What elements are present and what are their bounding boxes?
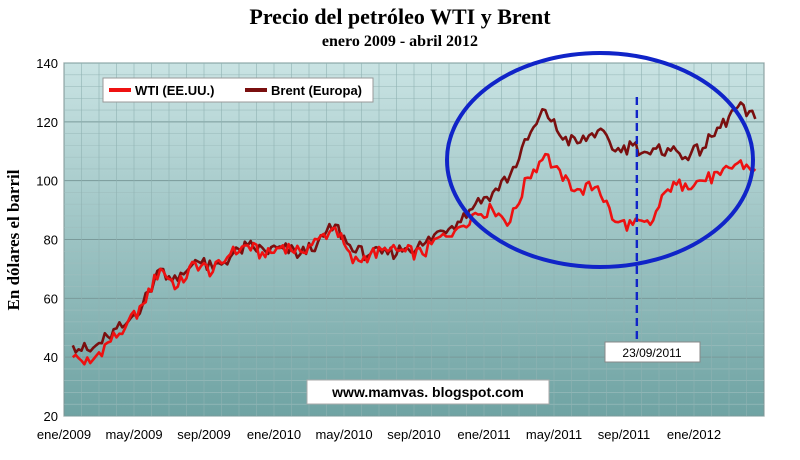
y-tick-label: 80 — [44, 233, 58, 248]
x-tick-label: may/2011 — [526, 427, 582, 442]
y-tick-label: 100 — [36, 174, 58, 189]
x-tick-label: may/2009 — [105, 427, 162, 442]
series-line-brent — [71, 101, 757, 354]
grid — [63, 62, 765, 417]
y-tick-label: 60 — [44, 291, 58, 306]
legend-label-wti: WTI (EE.UU.) — [135, 83, 214, 98]
series-line-wti — [71, 152, 757, 366]
legend: WTI (EE.UU.) Brent (Europa) — [102, 77, 374, 103]
source-box — [306, 379, 550, 405]
y-axis: 20 40 60 80 100 120 140 — [36, 56, 58, 424]
annotation-date: 23/09/2011 — [604, 341, 701, 363]
x-tick-label: ene/2010 — [247, 427, 301, 442]
x-tick-label: sep/2011 — [598, 427, 651, 442]
x-tick-label: ene/2011 — [457, 427, 510, 442]
x-axis: ene/2009 may/2009 sep/2009 ene/2010 may/2010… — [37, 427, 721, 442]
x-tick-label: ene/2009 — [37, 427, 91, 442]
y-tick-label: 120 — [36, 115, 58, 130]
y-axis-label: En dólares el barril — [4, 169, 23, 310]
legend-label-brent: Brent (Europa) — [271, 83, 362, 98]
chart-title: Precio del petróleo WTI y Brent — [249, 4, 551, 29]
legend-box — [102, 77, 374, 103]
y-tick-label: 40 — [44, 350, 58, 365]
x-tick-label: sep/2009 — [177, 427, 231, 442]
highlight-layer — [445, 51, 755, 342]
y-tick-label: 140 — [36, 56, 58, 71]
source-watermark: www.mamvas. blogspot.com — [306, 379, 550, 405]
series-layer — [71, 101, 757, 366]
chart-subtitle: enero 2009 - abril 2012 — [322, 33, 478, 50]
annotation-label: 23/09/2011 — [622, 346, 681, 360]
source-text: www.mamvas. blogspot.com — [331, 384, 524, 400]
x-tick-label: may/2010 — [315, 427, 372, 442]
highlight-ellipse — [445, 51, 755, 269]
x-tick-label: ene/2012 — [667, 427, 721, 442]
y-tick-label: 20 — [44, 409, 58, 424]
annotation-box — [604, 341, 701, 363]
x-tick-label: sep/2010 — [387, 427, 441, 442]
